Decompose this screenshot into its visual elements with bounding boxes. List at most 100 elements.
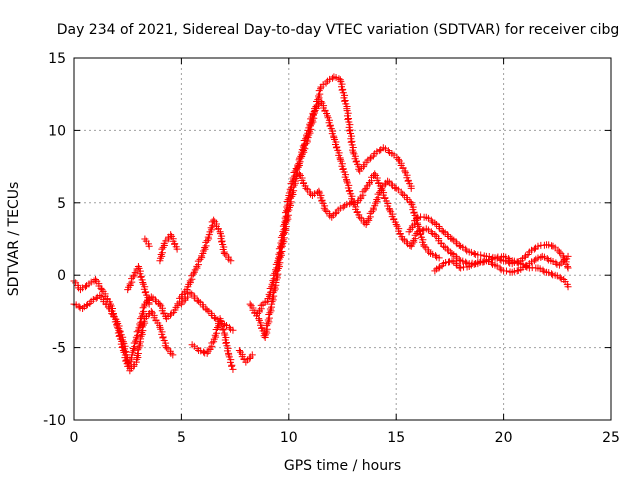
data-point [485, 253, 493, 261]
series-track-10 [255, 97, 443, 341]
data-point [448, 249, 456, 257]
data-point [159, 243, 167, 251]
data-point [197, 347, 205, 355]
data-point [270, 271, 278, 279]
data-point [302, 131, 310, 139]
data-point [485, 257, 493, 265]
data-point [284, 208, 292, 216]
data-point [462, 258, 470, 266]
x-tick-label: 25 [602, 430, 620, 446]
data-point [186, 277, 194, 285]
data-point [257, 301, 265, 309]
data-point [373, 148, 381, 156]
data-point [462, 245, 470, 253]
data-point [391, 184, 399, 192]
data-point [220, 249, 228, 257]
series-track-7 [188, 315, 237, 373]
data-point [203, 306, 211, 314]
data-point [470, 249, 478, 257]
data-point [448, 257, 456, 265]
grid-lines [74, 58, 611, 420]
data-point [394, 155, 402, 163]
data-point [356, 213, 364, 221]
data-point [156, 254, 164, 262]
data-point [321, 206, 329, 214]
data-point [444, 245, 452, 253]
data-point [431, 267, 439, 275]
data-point [477, 251, 485, 259]
series-track-3 [124, 263, 153, 308]
series-track-9 [246, 73, 415, 320]
data-point [158, 249, 166, 257]
data-point [87, 278, 95, 286]
data-point [305, 124, 313, 132]
data-point [268, 298, 276, 306]
data-point [424, 226, 432, 234]
data-point [307, 115, 315, 123]
data-point [385, 205, 393, 213]
data-point [459, 243, 467, 251]
data-point [556, 273, 564, 281]
data-point [343, 200, 351, 208]
data-point [452, 260, 460, 268]
series-track-8 [235, 346, 256, 366]
data-point [408, 240, 416, 248]
y-tick-label: -5 [52, 341, 66, 357]
data-point [361, 186, 369, 194]
data-point [401, 167, 409, 175]
data-point [133, 328, 141, 336]
data-point [81, 283, 89, 291]
data-point [104, 303, 112, 311]
y-tick-label: 15 [48, 51, 66, 67]
data-point [539, 266, 547, 274]
data-point [172, 303, 180, 311]
data-point [185, 280, 193, 288]
y-tick-label: 10 [48, 123, 66, 139]
data-point [157, 251, 165, 259]
data-point [135, 324, 143, 332]
data-point [381, 145, 389, 153]
data-point [193, 262, 201, 270]
x-axis-label: GPS time / hours [284, 458, 401, 474]
data-point [139, 278, 147, 286]
data-point [384, 147, 392, 155]
data-point [564, 252, 572, 260]
data-point [376, 147, 384, 155]
data-point [200, 247, 208, 255]
data-point [332, 210, 340, 218]
data-point [254, 309, 262, 317]
data-point [298, 146, 306, 154]
plot-frame [73, 57, 612, 421]
data-point [343, 177, 351, 185]
x-tick-label: 10 [280, 430, 298, 446]
series-track-5 [156, 231, 181, 265]
data-point [386, 206, 394, 214]
data-point [218, 237, 226, 245]
data-point [540, 253, 548, 261]
data-point [204, 347, 212, 355]
data-point [124, 359, 132, 367]
data-point [89, 295, 97, 303]
data-point [263, 325, 271, 333]
data-point [317, 97, 325, 105]
data-point [287, 198, 295, 206]
data-point [223, 322, 231, 330]
data-point [457, 264, 465, 272]
data-point [545, 269, 553, 277]
data-point [219, 326, 227, 334]
data-point [96, 291, 104, 299]
y-tick-label: 5 [57, 196, 66, 212]
data-point [203, 237, 211, 245]
data-point [339, 85, 347, 93]
data-point [158, 252, 166, 260]
data-points [70, 73, 572, 375]
data-point [555, 248, 563, 256]
data-point [439, 242, 447, 250]
data-point [300, 137, 308, 145]
data-point [455, 241, 463, 249]
data-point [255, 306, 263, 314]
data-point [381, 181, 389, 189]
data-point [374, 190, 382, 198]
